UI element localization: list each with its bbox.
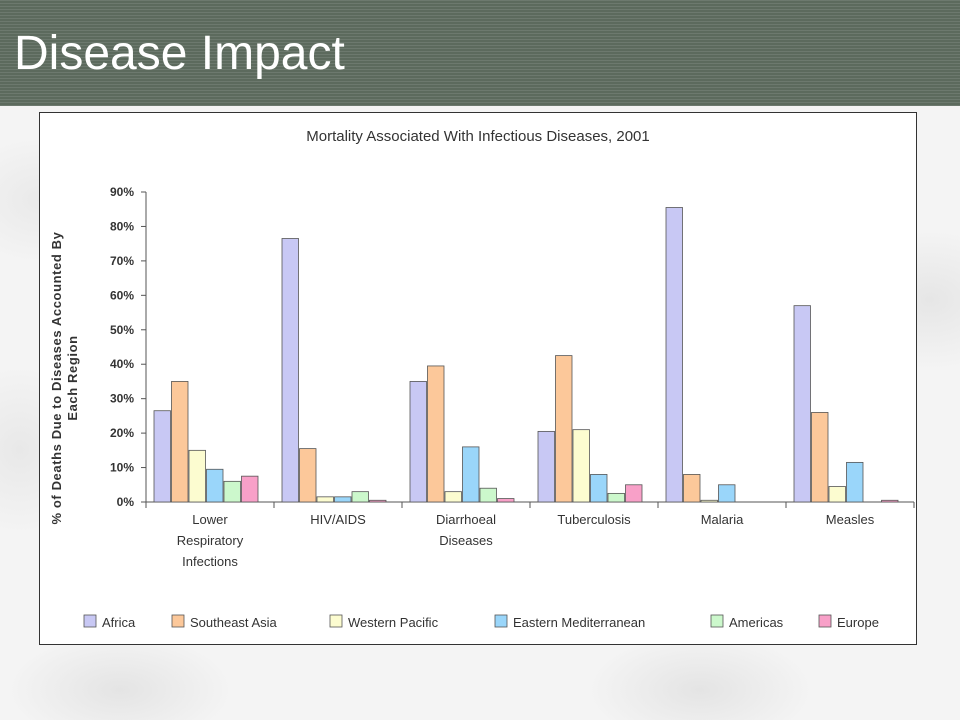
legend-label: Eastern Mediterranean (513, 615, 645, 630)
y-tick-label: 40% (110, 357, 134, 371)
y-tick-label: 60% (110, 288, 134, 302)
bar (153, 410, 171, 503)
y-tick-label: 0% (117, 495, 135, 509)
bar (683, 474, 701, 503)
bar (188, 449, 206, 503)
bar (607, 492, 625, 503)
y-tick-label: 20% (110, 426, 134, 440)
bar (171, 381, 189, 503)
bar (299, 448, 317, 503)
bar (846, 461, 864, 503)
category-label: Diseases (439, 533, 493, 548)
bar (700, 499, 718, 503)
bar (444, 491, 462, 503)
bar (497, 498, 515, 503)
y-tick-label: 90% (110, 185, 134, 199)
bar (537, 430, 555, 503)
category-label: Infections (182, 554, 238, 569)
legend-swatch (83, 614, 97, 628)
bar (427, 365, 445, 503)
y-tick-label: 80% (110, 219, 134, 233)
bar (206, 468, 224, 503)
bar (479, 487, 497, 503)
bar (665, 207, 683, 503)
bar (572, 429, 590, 503)
bar (811, 412, 829, 503)
bar (881, 499, 899, 503)
category-label: Malaria (701, 512, 744, 527)
legend-swatch (710, 614, 724, 628)
bar (351, 491, 369, 503)
bar (334, 496, 352, 503)
bar (462, 446, 480, 503)
y-tick-label: 30% (110, 392, 134, 406)
legend: Africa Southeast Asia Western Pacific Easte… (83, 614, 879, 630)
legend-label: Africa (102, 615, 136, 630)
legend-swatch (494, 614, 508, 628)
bar (316, 496, 334, 503)
category-label: Diarrhoeal (436, 512, 496, 527)
legend-label: Western Pacific (348, 615, 439, 630)
chart-frame: Mortality Associated With Infectious Dis… (39, 112, 917, 645)
category-label: Lower (192, 512, 228, 527)
chart-title: Mortality Associated With Infectious Dis… (306, 128, 650, 145)
bar (369, 499, 387, 503)
bar (223, 480, 241, 503)
bar (828, 486, 846, 503)
y-tick-label: 10% (110, 461, 134, 475)
y-tick-label: 70% (110, 254, 134, 268)
bar (409, 381, 427, 503)
y-axis-label-line-2: Each Region (65, 335, 80, 420)
category-label: Respiratory (177, 533, 244, 548)
legend-label: Southeast Asia (190, 615, 277, 630)
legend-label: Europe (837, 615, 879, 630)
bar (555, 355, 573, 503)
y-axis-label-line-1: % of Deaths Due to Diseases Accounted By (49, 231, 64, 524)
category-label: Tuberculosis (557, 512, 631, 527)
legend-label: Americas (729, 615, 784, 630)
bar (625, 484, 643, 503)
bar (718, 484, 736, 503)
legend-swatch (171, 614, 185, 628)
category-label: Measles (826, 512, 875, 527)
bar (590, 474, 608, 503)
legend-swatch (818, 614, 832, 628)
slide-title: Disease Impact (14, 27, 345, 80)
plot-area: 0% 10% 20% 30% 40% 50% 60% 70% 80% 90% Lower Respir… (110, 185, 915, 569)
bar-chart: Mortality Associated With Infectious Dis… (49, 128, 915, 630)
bar (793, 305, 811, 503)
category-label: HIV/AIDS (310, 512, 366, 527)
legend-swatch (329, 614, 343, 628)
y-axis-label: % of Deaths Due to Diseases Accounted By… (49, 231, 80, 524)
y-tick-label: 50% (110, 323, 134, 337)
bar (241, 475, 259, 503)
title-bar: Disease Impact (0, 0, 960, 106)
bar (281, 238, 299, 503)
